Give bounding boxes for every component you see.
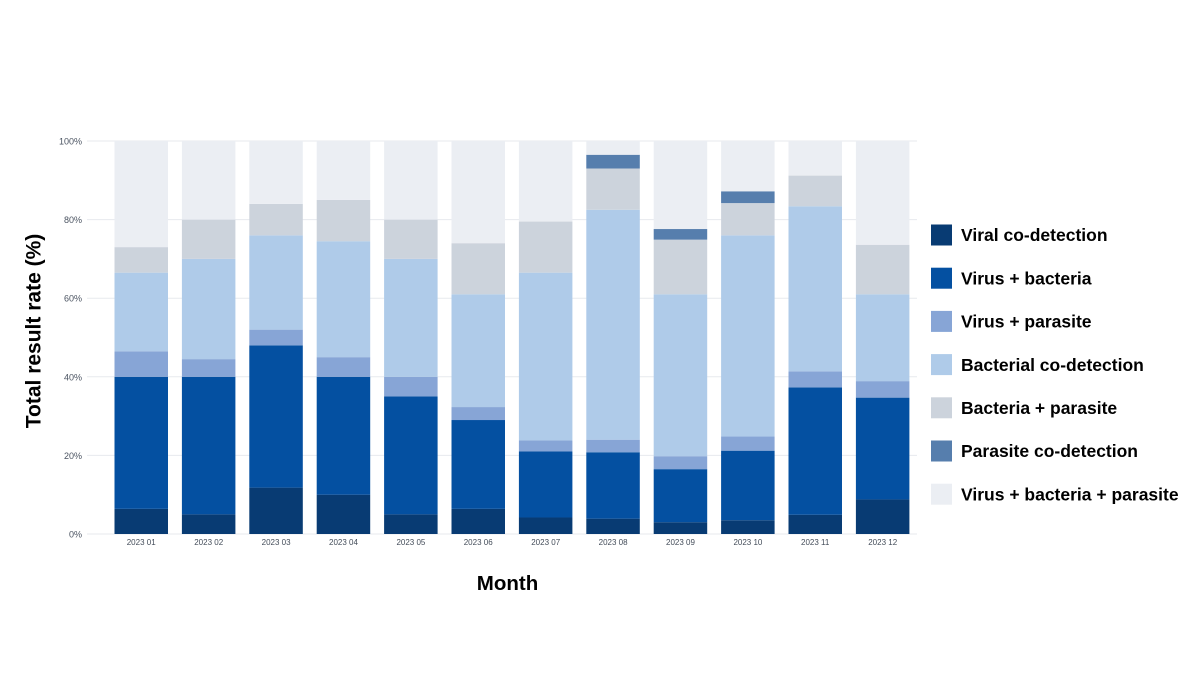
svg-text:2023 02: 2023 02 <box>194 538 223 547</box>
svg-text:Month: Month <box>477 572 538 595</box>
svg-text:Virus + bacteria + parasite: Virus + bacteria + parasite <box>961 484 1179 504</box>
svg-text:40%: 40% <box>64 372 82 382</box>
svg-text:Parasite co-detection: Parasite co-detection <box>961 441 1138 461</box>
svg-text:Virus + parasite: Virus + parasite <box>961 312 1092 332</box>
svg-text:80%: 80% <box>64 215 82 225</box>
svg-text:2023 01: 2023 01 <box>127 538 156 547</box>
svg-text:60%: 60% <box>64 294 82 304</box>
svg-text:Viral co-detection: Viral co-detection <box>961 225 1108 245</box>
svg-text:2023 09: 2023 09 <box>666 538 695 547</box>
svg-text:2023 04: 2023 04 <box>329 538 358 547</box>
svg-text:2023 07: 2023 07 <box>531 538 560 547</box>
svg-text:20%: 20% <box>64 451 82 461</box>
svg-text:100%: 100% <box>59 137 82 147</box>
svg-text:Bacteria + parasite: Bacteria + parasite <box>961 398 1117 418</box>
svg-text:2023 11: 2023 11 <box>801 538 830 547</box>
svg-text:2023 05: 2023 05 <box>396 538 425 547</box>
svg-text:2023 10: 2023 10 <box>733 538 762 547</box>
svg-text:2023 08: 2023 08 <box>599 538 628 547</box>
svg-text:Total result rate (%): Total result rate (%) <box>23 234 46 428</box>
svg-text:2023 06: 2023 06 <box>464 538 493 547</box>
svg-text:Bacterial co-detection: Bacterial co-detection <box>961 355 1144 375</box>
svg-text:2023 03: 2023 03 <box>262 538 291 547</box>
svg-text:0%: 0% <box>69 530 82 540</box>
svg-text:Virus + bacteria: Virus + bacteria <box>961 268 1092 288</box>
svg-text:2023 12: 2023 12 <box>868 538 897 547</box>
